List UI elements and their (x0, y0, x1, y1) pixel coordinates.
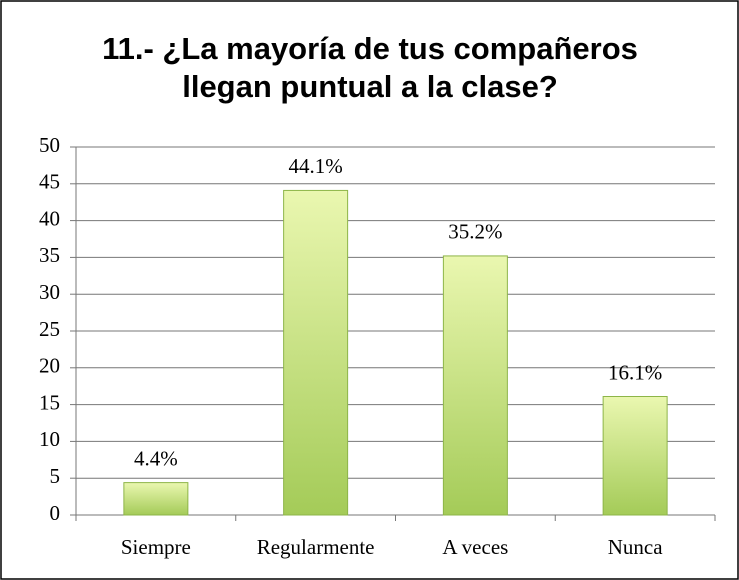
y-tick-label: 15 (39, 390, 60, 414)
bar (283, 189, 349, 516)
bar (123, 482, 189, 516)
y-tick-label: 10 (39, 427, 60, 451)
y-tick-label: 25 (39, 317, 60, 341)
x-tick-label: Regularmente (257, 535, 375, 559)
y-tick-label: 35 (39, 243, 60, 267)
bar (442, 255, 508, 516)
data-label: 35.2% (448, 220, 502, 244)
data-label: 4.4% (134, 446, 178, 470)
y-tick-label: 45 (39, 170, 60, 194)
y-tick-label: 50 (39, 133, 60, 157)
x-tick-label: Siempre (121, 535, 191, 559)
chart-title: 11.- ¿La mayoría de tus compañeros llega… (102, 31, 638, 104)
y-tick-label: 20 (39, 354, 60, 378)
data-label: 44.1% (289, 154, 343, 178)
x-tick-label: Nunca (608, 535, 663, 559)
y-tick-label: 0 (50, 501, 61, 525)
data-label: 16.1% (608, 360, 662, 384)
bar (602, 396, 668, 516)
y-tick-label: 30 (39, 280, 60, 304)
x-tick-label: A veces (442, 535, 508, 559)
y-tick-label: 40 (39, 206, 60, 230)
y-tick-label: 5 (50, 464, 61, 488)
